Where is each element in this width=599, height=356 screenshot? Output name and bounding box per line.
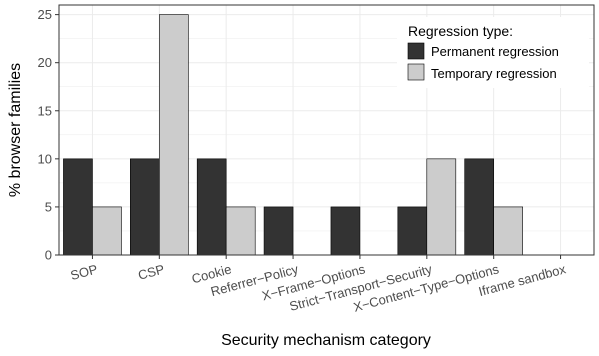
bar-permanent-4: [330, 206, 361, 256]
panel-border: [58, 4, 595, 256]
x-axis-title: Security mechanism category: [221, 332, 431, 349]
bar-temporary-5: [426, 158, 457, 256]
legend: Regression type: Permanent regression Te…: [397, 17, 589, 88]
bars: [63, 14, 590, 256]
bar-permanent-3: [263, 206, 294, 256]
bar-temporary-1: [159, 14, 189, 256]
bar-temporary-0: [92, 206, 122, 256]
legend-title: Regression type:: [408, 23, 513, 39]
legend-key-temporary: [407, 63, 425, 81]
y-axis: 0 5 10 15 20 25: [38, 7, 59, 263]
legend-background: [397, 17, 589, 88]
x-axis: SOP CSP CookieReferrer−PolicyX−Frame−Optio…: [69, 255, 568, 315]
bar-permanent-6: [464, 158, 494, 256]
y-tick-label: 0: [45, 248, 52, 263]
bar-permanent-2: [196, 158, 227, 256]
y-tick-label: 25: [38, 7, 52, 22]
x-tick-label: CSP: [136, 261, 166, 282]
legend-label-temporary: Temporary regression: [431, 66, 557, 81]
y-tick-label: 20: [38, 55, 52, 70]
y-tick-label: 15: [38, 103, 52, 118]
y-tick-label: 10: [38, 151, 52, 166]
legend-key-permanent: [407, 42, 425, 60]
y-axis-title: % browser families: [7, 63, 24, 197]
legend-label-permanent: Permanent regression: [431, 44, 559, 59]
x-tick-label: SOP: [69, 261, 99, 283]
bar-permanent-0: [63, 158, 93, 256]
bar-temporary-2: [225, 206, 256, 256]
bar-permanent-1: [130, 158, 160, 256]
y-tick-label: 5: [45, 199, 52, 214]
bar-permanent-5: [397, 206, 428, 256]
bar-temporary-6: [493, 206, 523, 256]
